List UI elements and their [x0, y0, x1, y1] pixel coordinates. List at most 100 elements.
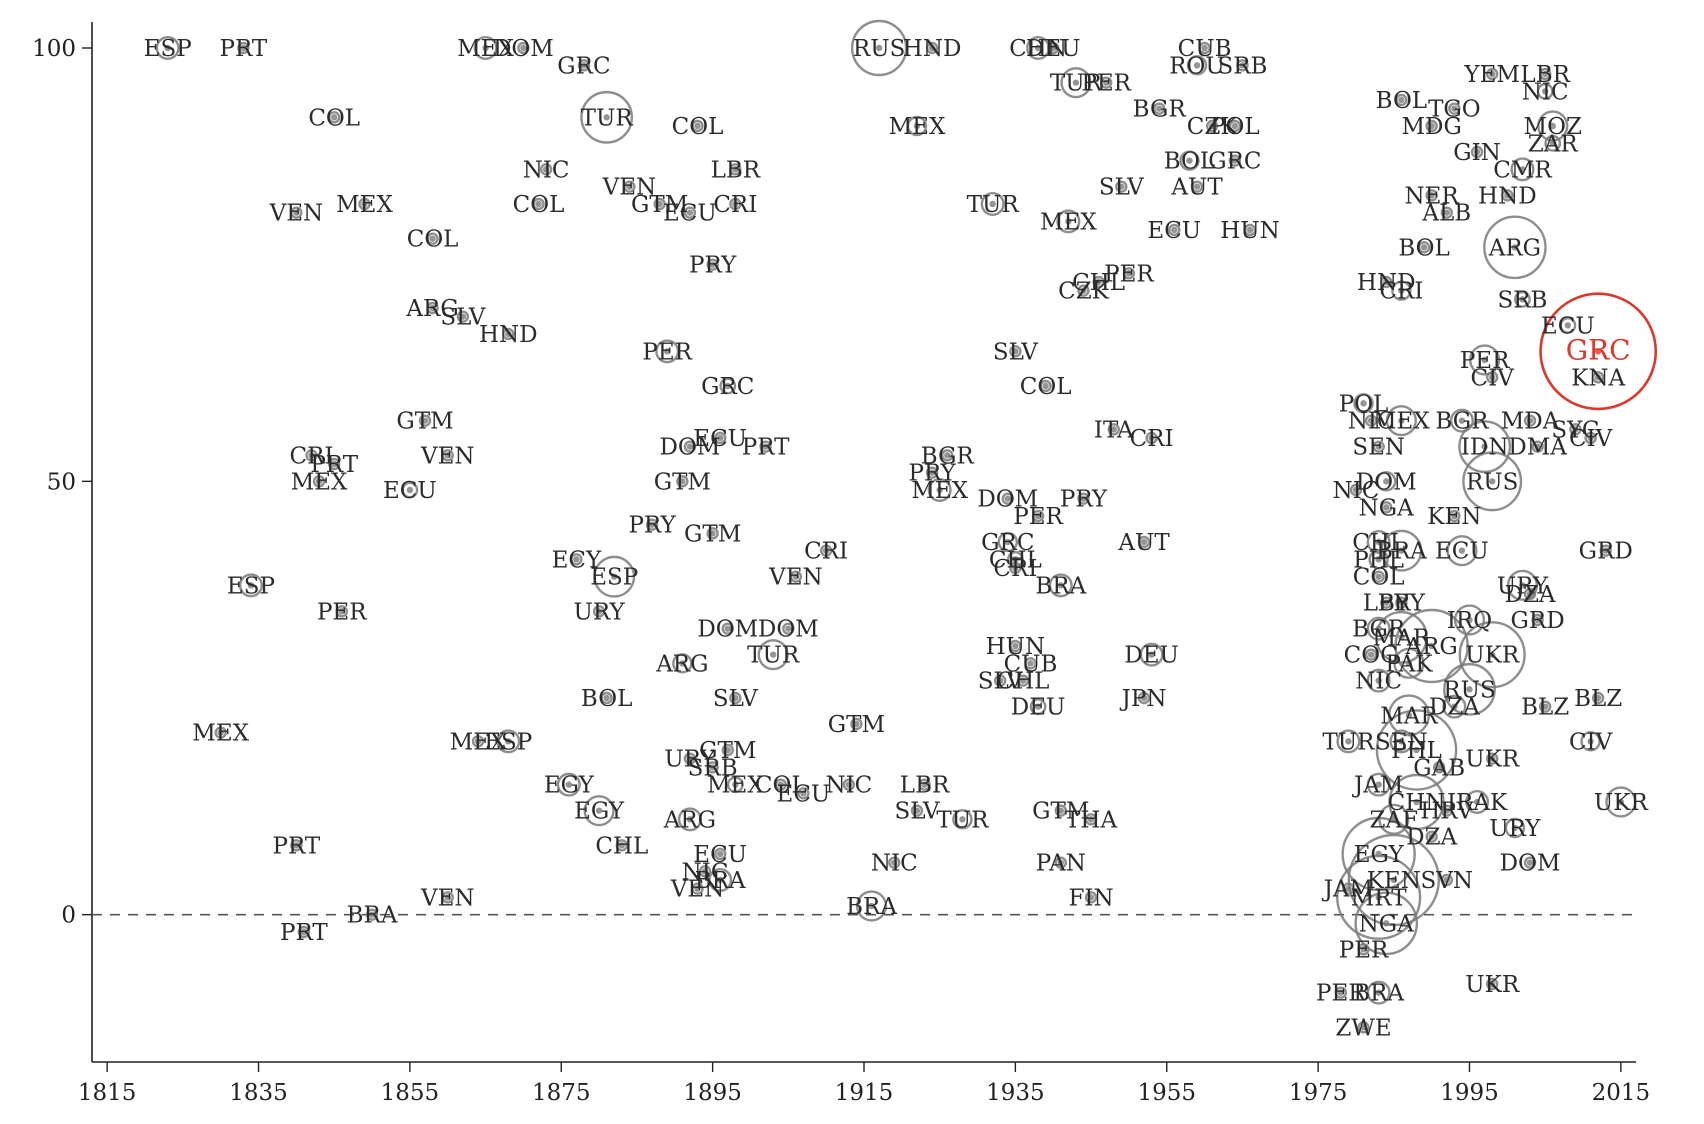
point-dot [603, 694, 610, 702]
point-label: KEN [1427, 504, 1481, 530]
point-circle [1366, 772, 1391, 797]
point-dot [1102, 79, 1110, 86]
point-label: VEN [768, 565, 823, 591]
point-label: AUT [1170, 175, 1223, 201]
point-label: EGY [1354, 842, 1405, 868]
point-dot [1405, 712, 1413, 719]
point-dot [785, 625, 792, 632]
point-circle [706, 761, 719, 774]
point-circle [1349, 483, 1363, 497]
point-circle [1056, 209, 1081, 234]
point-label: TUR [936, 807, 989, 833]
point-dot [1239, 62, 1246, 69]
point-circle [1375, 709, 1458, 791]
point-label: SRB [1497, 287, 1547, 313]
point-dot [1481, 356, 1488, 364]
point-dot [1390, 876, 1398, 884]
point-label: EGY [574, 799, 625, 825]
point-dot [1375, 573, 1382, 580]
point-circle [997, 531, 1019, 553]
point-circle [1544, 134, 1562, 152]
point-dot [1534, 616, 1541, 624]
point-circle [842, 778, 856, 791]
point-circle [401, 481, 419, 499]
point-circle [1443, 662, 1496, 716]
point-label: KEN [1367, 868, 1421, 894]
point-circle [532, 197, 545, 211]
point-dot [1481, 443, 1488, 450]
point-circle [1366, 530, 1391, 555]
point-circle [1364, 414, 1378, 427]
point-dot [928, 44, 936, 52]
point-label: GTM [699, 738, 756, 764]
point-label: CRI [1130, 426, 1174, 452]
point-label: CHL [1352, 530, 1405, 556]
point-label: RUS [853, 36, 905, 62]
point-dot [247, 582, 255, 589]
point-dot [308, 452, 315, 459]
point-dot [164, 44, 171, 52]
point-dot [1519, 296, 1526, 303]
point-circle [759, 440, 772, 453]
point-label: NGA [1359, 495, 1414, 521]
point-circle [1190, 180, 1204, 193]
point-label: MEX [291, 469, 348, 495]
point-circle [1449, 408, 1474, 433]
point-label: GRC [1566, 333, 1631, 366]
point-circle [615, 839, 629, 852]
point-dot [732, 694, 739, 702]
point-circle [1366, 616, 1391, 641]
point-dot [1375, 781, 1382, 788]
point-dot [928, 469, 936, 476]
point-label: BGR [1133, 97, 1187, 123]
point-circle [713, 431, 727, 445]
point-dot [664, 348, 671, 355]
point-label: CHN [1009, 36, 1067, 62]
point-circle [418, 414, 432, 427]
point-circle [1099, 76, 1113, 89]
point-circle [290, 206, 303, 219]
point-label: JAM [1352, 773, 1403, 799]
point-label: SVN [1421, 868, 1474, 894]
point-circle [358, 197, 371, 211]
point-dot [482, 44, 489, 52]
x-tick-label: 1975 [1289, 1080, 1348, 1106]
point-circle [1599, 544, 1612, 557]
point-dot [1034, 44, 1042, 52]
point-circle [312, 475, 326, 488]
point-circle [1485, 752, 1499, 765]
point-dot [1428, 122, 1435, 130]
point-circle [1145, 431, 1158, 445]
point-label: PHL [1353, 547, 1404, 573]
point-dot [1367, 417, 1375, 424]
point-label: SLV [895, 799, 940, 825]
point-label: UKR [1465, 747, 1520, 773]
point-label: SRB [1217, 53, 1267, 79]
point-label: PRT [220, 36, 268, 62]
point-circle [1024, 657, 1037, 670]
point-dot [1072, 79, 1080, 86]
point-dot [1201, 44, 1208, 52]
point-circle [1385, 405, 1417, 437]
point-dot [1564, 322, 1572, 329]
point-dot [1443, 209, 1450, 216]
point-dot [1488, 70, 1496, 78]
point-dot [724, 625, 731, 632]
point-circle [1448, 509, 1461, 523]
point-label: CZK [1058, 279, 1110, 305]
point-label: ECU [663, 201, 717, 227]
point-circle [1380, 501, 1393, 514]
point-circle [1031, 509, 1045, 523]
point-dot [686, 443, 694, 450]
point-dot [1012, 642, 1019, 650]
point-label: TUR [1322, 729, 1375, 755]
point-circle [1060, 67, 1092, 99]
point-label: MDG [1401, 114, 1461, 140]
point-circle [290, 839, 303, 852]
point-label: SLV [1099, 175, 1144, 201]
point-circle [1341, 816, 1416, 892]
point-label: PER [642, 339, 692, 365]
point-dot [1087, 816, 1095, 823]
point-dot [1231, 122, 1239, 130]
point-circle [1243, 223, 1257, 237]
